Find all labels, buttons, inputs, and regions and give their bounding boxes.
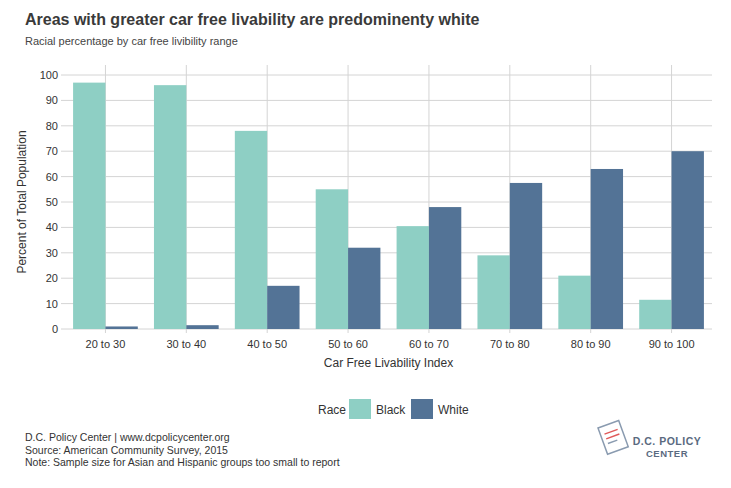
logo-icon-line (604, 429, 617, 434)
y-tick (61, 75, 65, 76)
y-grid-line (65, 75, 712, 76)
legend-label: White (438, 403, 469, 417)
y-tick (61, 278, 65, 279)
bar (348, 248, 380, 329)
y-tick (61, 125, 65, 126)
y-tick (61, 151, 65, 152)
x-tick (348, 329, 349, 333)
legend: Race Black White (318, 399, 469, 419)
x-tick-label: 40 to 50 (247, 338, 287, 350)
x-tick (671, 329, 672, 333)
bar (154, 85, 186, 329)
y-tick-label: 70 (46, 145, 58, 157)
bar (477, 255, 509, 329)
legend-swatch (411, 399, 433, 419)
x-tick-label: 50 to 60 (328, 338, 368, 350)
logo-icon-line (608, 440, 617, 443)
legend-label: Black (376, 403, 406, 417)
x-axis: 20 to 30 30 to 40 40 to 50 50 to 60 60 to 70… (86, 329, 695, 350)
logo-text: CENTER (646, 448, 688, 459)
x-tick-label: 80 to 90 (571, 338, 611, 350)
logo-icon-line (606, 434, 619, 439)
bar (397, 226, 429, 329)
y-axis-label: Percent of Total Population (15, 130, 29, 273)
x-tick-label: 60 to 70 (409, 338, 449, 350)
y-tick-label: 40 (46, 221, 58, 233)
bar (316, 189, 348, 329)
bar (73, 83, 105, 329)
logo-icon (598, 420, 628, 454)
x-tick-label: 20 to 30 (86, 338, 126, 350)
x-tick (267, 329, 268, 333)
y-tick-label: 50 (46, 196, 58, 208)
y-tick-label: 20 (46, 272, 58, 284)
y-tick-label: 100 (40, 69, 58, 81)
grid (65, 65, 712, 329)
y-tick (61, 176, 65, 177)
y-tick (61, 303, 65, 304)
y-tick (61, 227, 65, 228)
legend-title: Race (318, 403, 346, 417)
x-tick (186, 329, 187, 333)
subtitle: Racial percentage by car free livibility… (25, 35, 238, 47)
logo: D.C. POLICYCENTER (598, 420, 701, 459)
bar (429, 207, 461, 329)
y-axis: 0 10 20 30 40 50 60 70 80 90 100 (40, 69, 65, 335)
footer-note: D.C. Policy Center | www.dcpolicycenter.… (25, 431, 230, 443)
footer-note: Source: American Community Survey, 2015 (25, 444, 228, 456)
x-tick (590, 329, 591, 333)
background (0, 0, 731, 488)
bar (672, 151, 704, 329)
x-tick (509, 329, 510, 333)
y-tick-label: 0 (52, 323, 58, 335)
chart-svg: Areas with greater car free livability a… (0, 0, 731, 488)
y-tick (61, 329, 65, 330)
x-tick-label: 90 to 100 (649, 338, 695, 350)
chart-container: Areas with greater car free livability a… (0, 0, 731, 488)
y-tick-label: 30 (46, 247, 58, 259)
y-tick (61, 202, 65, 203)
legend-swatch (349, 399, 371, 419)
bar (639, 300, 671, 329)
bar (105, 326, 137, 329)
x-tick-label: 70 to 80 (490, 338, 530, 350)
bar (591, 169, 623, 329)
x-tick (105, 329, 106, 333)
footer-note: Note: Sample size for Asian and Hispanic… (25, 456, 340, 468)
y-tick (61, 100, 65, 101)
bars (73, 83, 704, 329)
x-tick (428, 329, 429, 333)
bar (267, 286, 299, 329)
y-tick-label: 10 (46, 298, 58, 310)
x-tick-label: 30 to 40 (166, 338, 206, 350)
x-axis-label: Car Free Livability Index (324, 356, 453, 370)
bar (558, 276, 590, 329)
y-tick-label: 60 (46, 171, 58, 183)
y-tick-label: 80 (46, 120, 58, 132)
title: Areas with greater car free livability a… (25, 11, 479, 28)
bar (235, 131, 267, 329)
bar (186, 325, 218, 329)
bar (510, 183, 542, 329)
y-tick-label: 90 (46, 94, 58, 106)
logo-icon-frame (598, 420, 628, 454)
logo-text: D.C. POLICY (633, 435, 702, 447)
y-tick (61, 252, 65, 253)
